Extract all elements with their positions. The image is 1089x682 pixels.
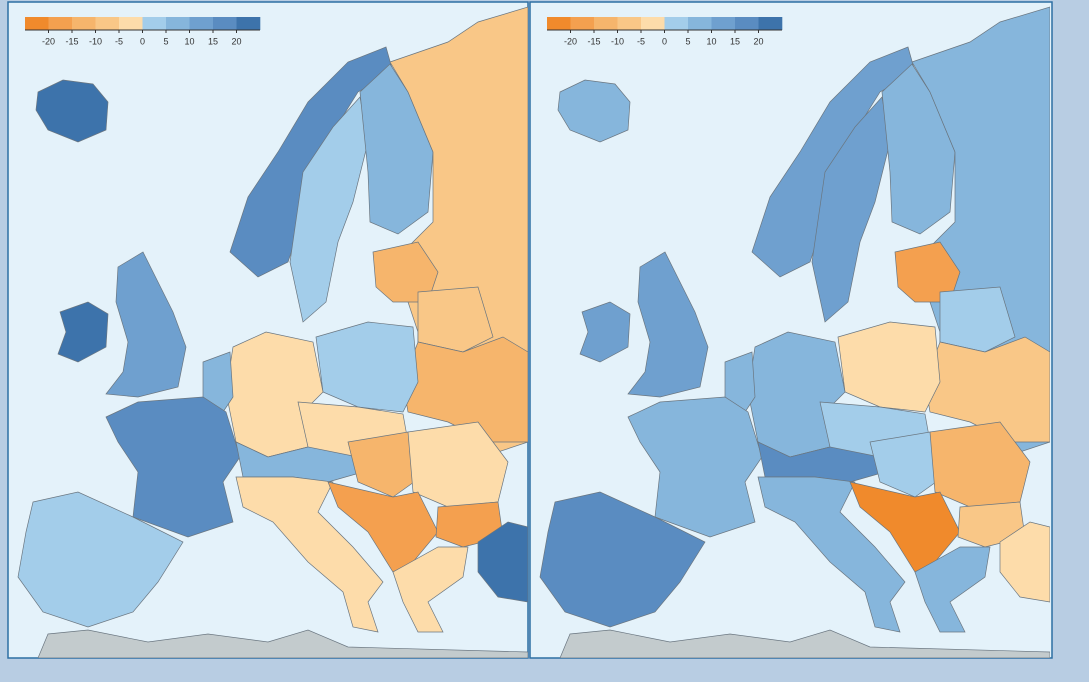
legend-swatch <box>570 17 595 30</box>
legend-swatch <box>25 17 49 30</box>
legend-swatch <box>641 17 665 30</box>
legend-tick-label: 15 <box>208 36 218 46</box>
legend-tick-label: 5 <box>685 36 690 46</box>
legend-tick-label: 10 <box>184 36 194 46</box>
legend-tick-label: -5 <box>115 36 123 46</box>
legend-tick-label: 10 <box>706 36 716 46</box>
legend: -20 -15 -10 -5 0 5 10 15 20 <box>25 17 261 46</box>
legend-swatch <box>95 17 120 30</box>
legend-swatch <box>142 17 167 30</box>
legend-swatch <box>688 17 712 30</box>
legend-swatch <box>594 17 618 30</box>
legend-swatch <box>48 17 73 30</box>
legend-tick-label: -15 <box>587 36 600 46</box>
legend-swatch <box>758 17 783 30</box>
legend-swatch <box>711 17 736 30</box>
legend-tick-label: 0 <box>140 36 145 46</box>
legend-swatch <box>119 17 143 30</box>
legend-tick-label: -5 <box>637 36 645 46</box>
legend-swatch <box>547 17 571 30</box>
legend-tick-label: 15 <box>730 36 740 46</box>
legend: -20 -15 -10 -5 0 5 10 15 20 <box>547 17 783 46</box>
legend-tick-label: 20 <box>231 36 241 46</box>
legend-tick-label: 20 <box>753 36 763 46</box>
legend-swatch <box>664 17 689 30</box>
legend-tick-label: -20 <box>42 36 55 46</box>
panel-left: -20 -15 -10 -5 0 5 10 15 20 <box>7 1 529 659</box>
legend-swatch <box>166 17 190 30</box>
legend-tick-label: 0 <box>662 36 667 46</box>
panel-right: -20 -15 -10 -5 0 5 10 15 20 <box>529 1 1053 659</box>
legend-tick-label: -20 <box>564 36 577 46</box>
legend-tick-label: 5 <box>163 36 168 46</box>
legend-swatch <box>617 17 642 30</box>
legend-swatch <box>72 17 96 30</box>
legend-swatch <box>735 17 759 30</box>
legend-swatch <box>213 17 237 30</box>
legend-swatch <box>189 17 214 30</box>
legend-tick-label: -15 <box>65 36 78 46</box>
legend-tick-label: -10 <box>89 36 102 46</box>
legend-swatch <box>236 17 261 30</box>
legend-tick-label: -10 <box>611 36 624 46</box>
